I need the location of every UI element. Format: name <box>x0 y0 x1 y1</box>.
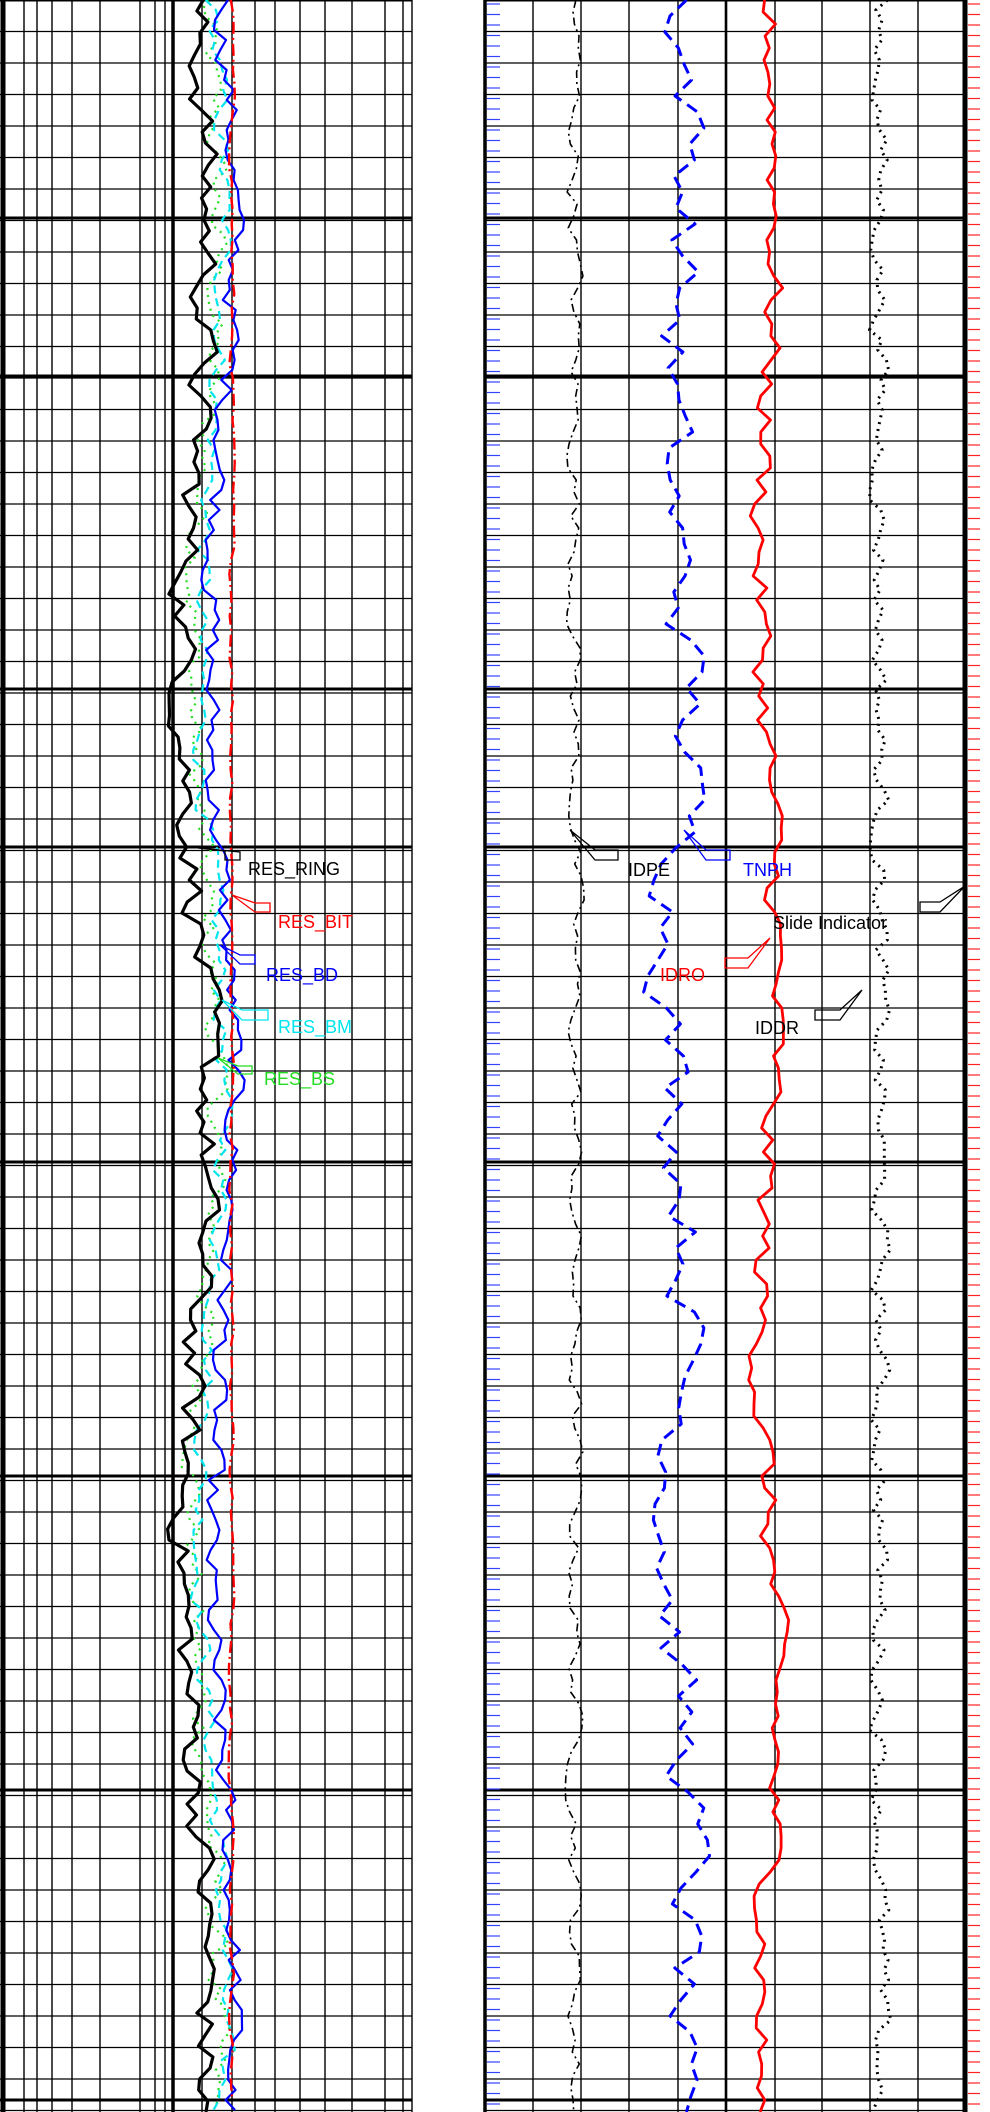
pointer-tnph <box>683 829 731 861</box>
pointer-slide <box>919 885 966 913</box>
label-iddr: IDDR <box>755 1018 799 1038</box>
label-pointer-layer <box>197 829 966 1075</box>
curve-res-bm <box>189 0 236 2111</box>
curve-res-bd <box>200 0 246 2111</box>
curve-res-ring <box>166 0 224 2112</box>
pointer-idpe <box>569 829 619 861</box>
label-idpe: IDPE <box>628 860 670 880</box>
pointer-res-bit <box>231 894 271 913</box>
label-idro: IDRO <box>660 965 705 985</box>
curve-layer <box>166 0 893 2112</box>
label-res-bd: RES_BD <box>266 965 338 986</box>
curve-idro <box>747 0 790 2112</box>
grid-layer <box>0 0 968 2112</box>
pointer-iddr <box>814 989 863 1021</box>
label-slide: Slide Indicator <box>773 913 887 933</box>
pointer-res-bd <box>219 944 256 965</box>
pointer-idro <box>724 937 771 969</box>
label-res-ring: RES_RING <box>248 859 340 880</box>
pointer-res-bm <box>221 999 269 1021</box>
pointer-res-bs <box>217 1057 253 1075</box>
label-res-bm: RES_BM <box>278 1017 352 1038</box>
curve-iddr <box>867 0 893 2111</box>
depth-tick-layer <box>487 3 980 2105</box>
curve-idpe <box>564 0 585 2112</box>
curve-tnph <box>642 0 711 2112</box>
label-tnph: TNPH <box>743 860 792 880</box>
label-res-bs: RES_BS <box>264 1069 335 1090</box>
label-res-bit: RES_BIT <box>278 912 353 933</box>
pointer-res-ring <box>197 847 241 861</box>
